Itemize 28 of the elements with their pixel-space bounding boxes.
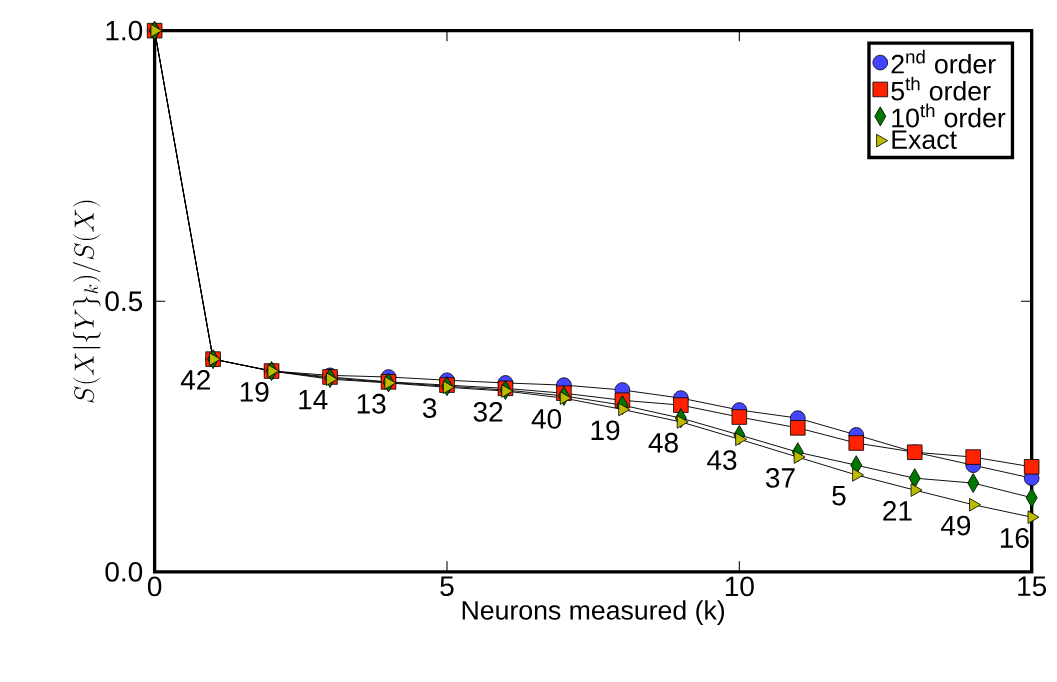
annotation: 48 xyxy=(648,432,678,453)
annotation: 3 xyxy=(422,397,437,418)
legend-label: 10$^{th}$ order xyxy=(892,103,1006,128)
annotation: 19 xyxy=(240,381,269,402)
y-tick-label: 0.5 xyxy=(105,291,143,311)
annotation: 19 xyxy=(591,420,620,440)
x-tick-label: 5 xyxy=(440,576,454,596)
annotation: 32 xyxy=(473,401,503,422)
legend-label: 2$^{nd}$ order xyxy=(891,49,996,74)
annotation: 42 xyxy=(180,369,210,390)
annotation: 16 xyxy=(1000,527,1029,548)
x-tick-label: 10 xyxy=(725,576,754,597)
y-axis-title: $S(X|\{Y\}_k)/S(X)$ xyxy=(72,200,101,403)
y-tick-label: 1.0 xyxy=(106,20,143,41)
x-axis-title: Neurons measured (k) xyxy=(462,599,725,625)
annotation: 13 xyxy=(357,393,386,414)
legend-label: Exact xyxy=(892,130,957,149)
annotation: 40 xyxy=(531,408,562,429)
annotation: 14 xyxy=(299,389,328,410)
y-tick-label: 0.0 xyxy=(105,561,143,582)
legend-label: 5$^{th}$ order xyxy=(891,76,991,101)
annotation: 5 xyxy=(832,485,846,506)
annotation: 21 xyxy=(883,500,912,521)
annotation: 43 xyxy=(707,449,737,470)
x-tick-label: 0 xyxy=(147,576,162,597)
x-tick-label: 15 xyxy=(1018,576,1047,596)
annotation: 37 xyxy=(765,467,795,488)
annotation: 49 xyxy=(940,515,971,536)
